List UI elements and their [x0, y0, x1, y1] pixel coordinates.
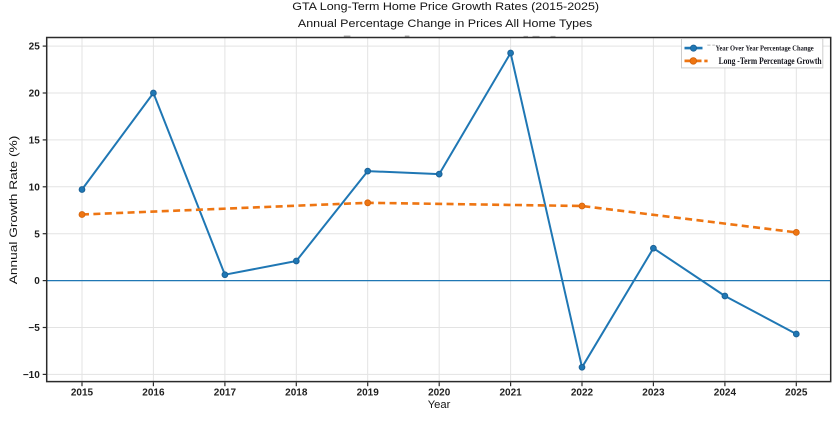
- svg-text:15: 15: [29, 136, 41, 147]
- svg-text:2024: 2024: [714, 387, 737, 398]
- svg-text:Annual Percentage Change in Pr: Annual Percentage Change in Prices All H…: [298, 18, 593, 30]
- svg-text:20: 20: [29, 89, 41, 100]
- svg-text:Annual Growth Rate (%): Annual Growth Rate (%): [8, 135, 20, 284]
- svg-text:2019: 2019: [357, 387, 380, 398]
- svg-text:2022: 2022: [571, 387, 594, 398]
- svg-text:0: 0: [34, 276, 40, 287]
- svg-text:2017: 2017: [214, 387, 237, 398]
- svg-text:2021: 2021: [499, 387, 522, 398]
- svg-text:2025: 2025: [785, 387, 808, 398]
- svg-text:10: 10: [29, 182, 41, 193]
- svg-text:25: 25: [29, 42, 41, 53]
- svg-text:Year: Year: [428, 399, 451, 411]
- svg-text:2023: 2023: [642, 387, 665, 398]
- svg-text:2020: 2020: [428, 387, 451, 398]
- svg-text:Long -Term Percentage Growth: Long -Term Percentage Growth: [719, 56, 822, 66]
- svg-text:−10: −10: [23, 370, 40, 381]
- svg-text:2018: 2018: [285, 387, 308, 398]
- svg-text:Year Over Year Percentage Chan: Year Over Year Percentage Change: [716, 45, 814, 52]
- svg-text:GTA Long-Term Home Price Growt: GTA Long-Term Home Price Growth Rates (2…: [292, 1, 599, 13]
- svg-text:5: 5: [34, 229, 40, 240]
- svg-text:2015: 2015: [71, 387, 94, 398]
- svg-text:−5: −5: [28, 323, 40, 334]
- svg-text:2016: 2016: [142, 387, 165, 398]
